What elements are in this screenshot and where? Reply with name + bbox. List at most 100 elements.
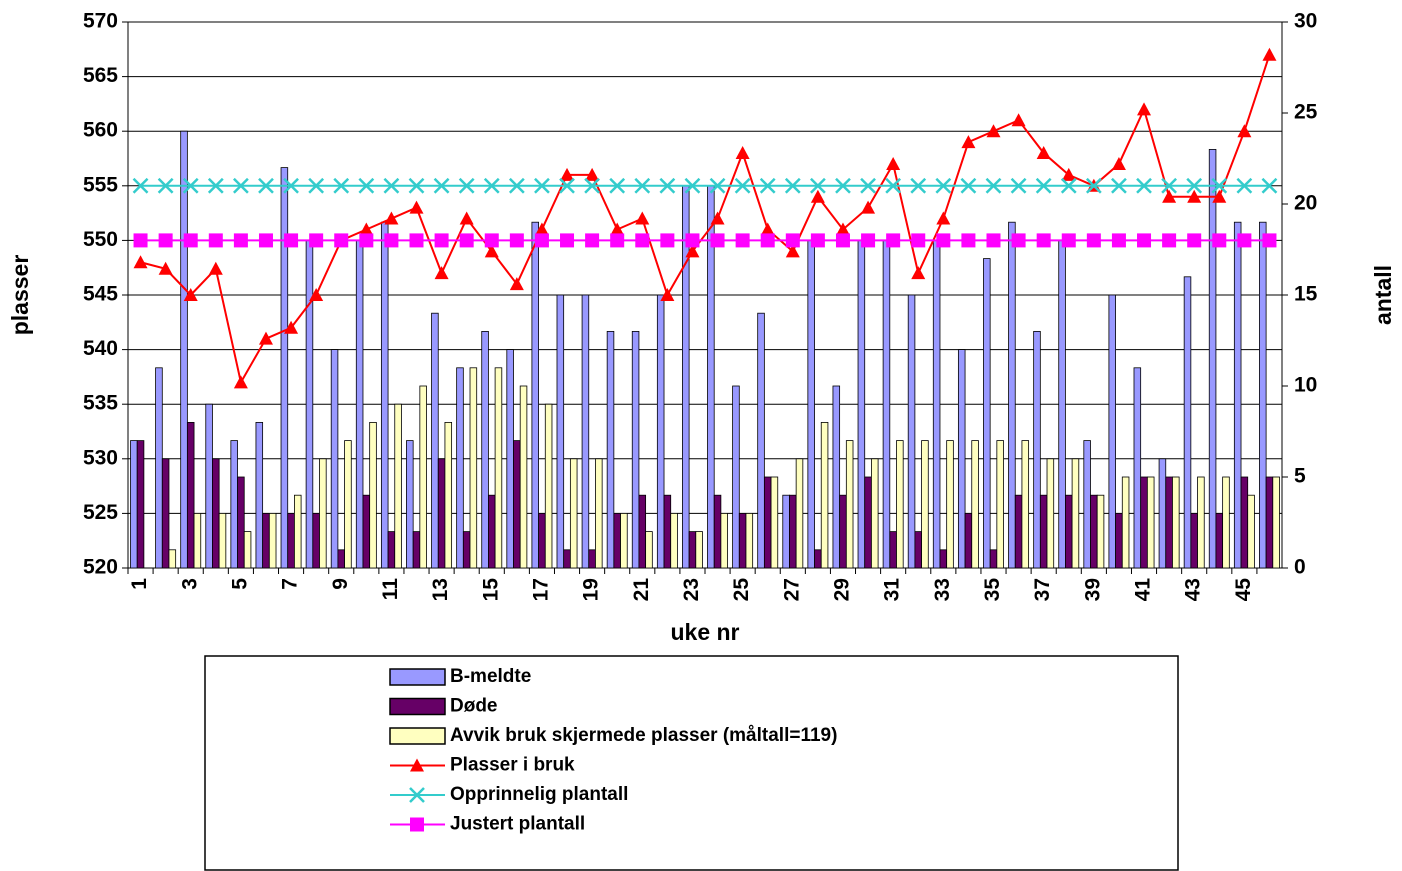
bar — [1197, 476, 1205, 569]
marker — [961, 135, 976, 149]
marker — [610, 222, 625, 236]
marker — [133, 233, 148, 248]
marker — [433, 177, 450, 194]
bar — [1033, 330, 1041, 569]
marker — [961, 233, 976, 248]
bar — [462, 531, 471, 569]
marker — [1010, 177, 1027, 194]
y2-tick-label: 15 — [1294, 283, 1318, 306]
marker — [659, 177, 676, 194]
marker — [1036, 146, 1051, 160]
bar — [1140, 476, 1148, 569]
bar — [456, 367, 464, 569]
bar — [1215, 513, 1224, 569]
marker — [233, 233, 248, 248]
marker — [459, 233, 474, 248]
x-tick-label: 45 — [1232, 578, 1255, 602]
bar — [319, 458, 327, 569]
marker — [233, 375, 248, 389]
marker — [309, 233, 324, 248]
marker — [459, 211, 474, 225]
x-tick-label: 43 — [1182, 578, 1205, 601]
legend-label: Plasser i bruk — [450, 755, 575, 776]
x-tick-label: 11 — [379, 578, 402, 601]
marker — [132, 177, 149, 194]
marker — [1137, 233, 1152, 248]
marker — [258, 177, 274, 194]
marker — [1111, 233, 1126, 248]
marker — [585, 167, 600, 181]
marker — [911, 233, 926, 248]
marker — [960, 177, 977, 194]
bar — [312, 513, 320, 569]
marker — [258, 331, 273, 345]
bar — [882, 239, 891, 569]
y-tick-label: 535 — [83, 392, 118, 415]
bar — [556, 294, 565, 569]
marker — [886, 233, 901, 248]
bar — [1065, 494, 1073, 569]
bar — [1265, 476, 1274, 569]
bar — [738, 513, 747, 569]
bar — [205, 403, 213, 569]
legend-label: Opprinnelig plantall — [450, 784, 628, 805]
x-tick-label: 15 — [479, 578, 502, 602]
bar — [789, 494, 797, 569]
marker — [458, 177, 475, 194]
x-tick-label: 13 — [429, 578, 452, 601]
bar — [287, 513, 295, 569]
marker — [634, 177, 651, 194]
bar — [720, 513, 728, 569]
marker — [157, 177, 174, 194]
bar — [212, 458, 220, 569]
legend-label: Avvik bruk skjermede plasser (måltall=11… — [450, 725, 837, 746]
x-tick-label: 31 — [881, 578, 904, 602]
marker — [133, 255, 148, 269]
bar — [588, 549, 596, 569]
marker — [635, 233, 650, 248]
marker — [534, 233, 549, 248]
bar — [907, 294, 916, 569]
marker — [910, 177, 927, 194]
bar — [839, 494, 847, 569]
bar — [1121, 476, 1130, 569]
bar — [814, 549, 822, 569]
marker — [885, 177, 902, 194]
marker — [409, 233, 424, 248]
marker — [1262, 47, 1277, 61]
bar — [770, 476, 779, 569]
marker — [1212, 233, 1227, 248]
bar — [896, 440, 904, 569]
bar — [1233, 221, 1242, 569]
marker — [434, 266, 449, 280]
marker — [284, 233, 299, 248]
marker — [785, 233, 800, 248]
bar — [613, 513, 621, 569]
marker — [258, 233, 273, 248]
marker — [1237, 124, 1252, 138]
bar — [262, 513, 270, 569]
bar — [581, 294, 590, 569]
x-tick-label: 23 — [680, 578, 703, 601]
bar — [864, 476, 872, 569]
marker — [660, 288, 675, 301]
bar — [161, 458, 170, 569]
marker — [434, 233, 449, 248]
marker — [585, 233, 600, 248]
x-axis-label: uke nr — [670, 619, 739, 645]
marker — [1035, 177, 1052, 194]
bar — [168, 549, 177, 569]
bar — [1133, 367, 1142, 569]
marker — [835, 222, 850, 236]
bar — [444, 421, 453, 569]
bar — [218, 513, 227, 569]
bar — [939, 549, 948, 569]
marker — [1137, 102, 1152, 116]
bar — [964, 513, 973, 569]
marker — [1186, 177, 1203, 194]
marker — [508, 177, 525, 194]
bar — [437, 458, 446, 569]
marker — [1086, 233, 1101, 248]
marker — [483, 177, 500, 194]
marker — [835, 233, 850, 248]
